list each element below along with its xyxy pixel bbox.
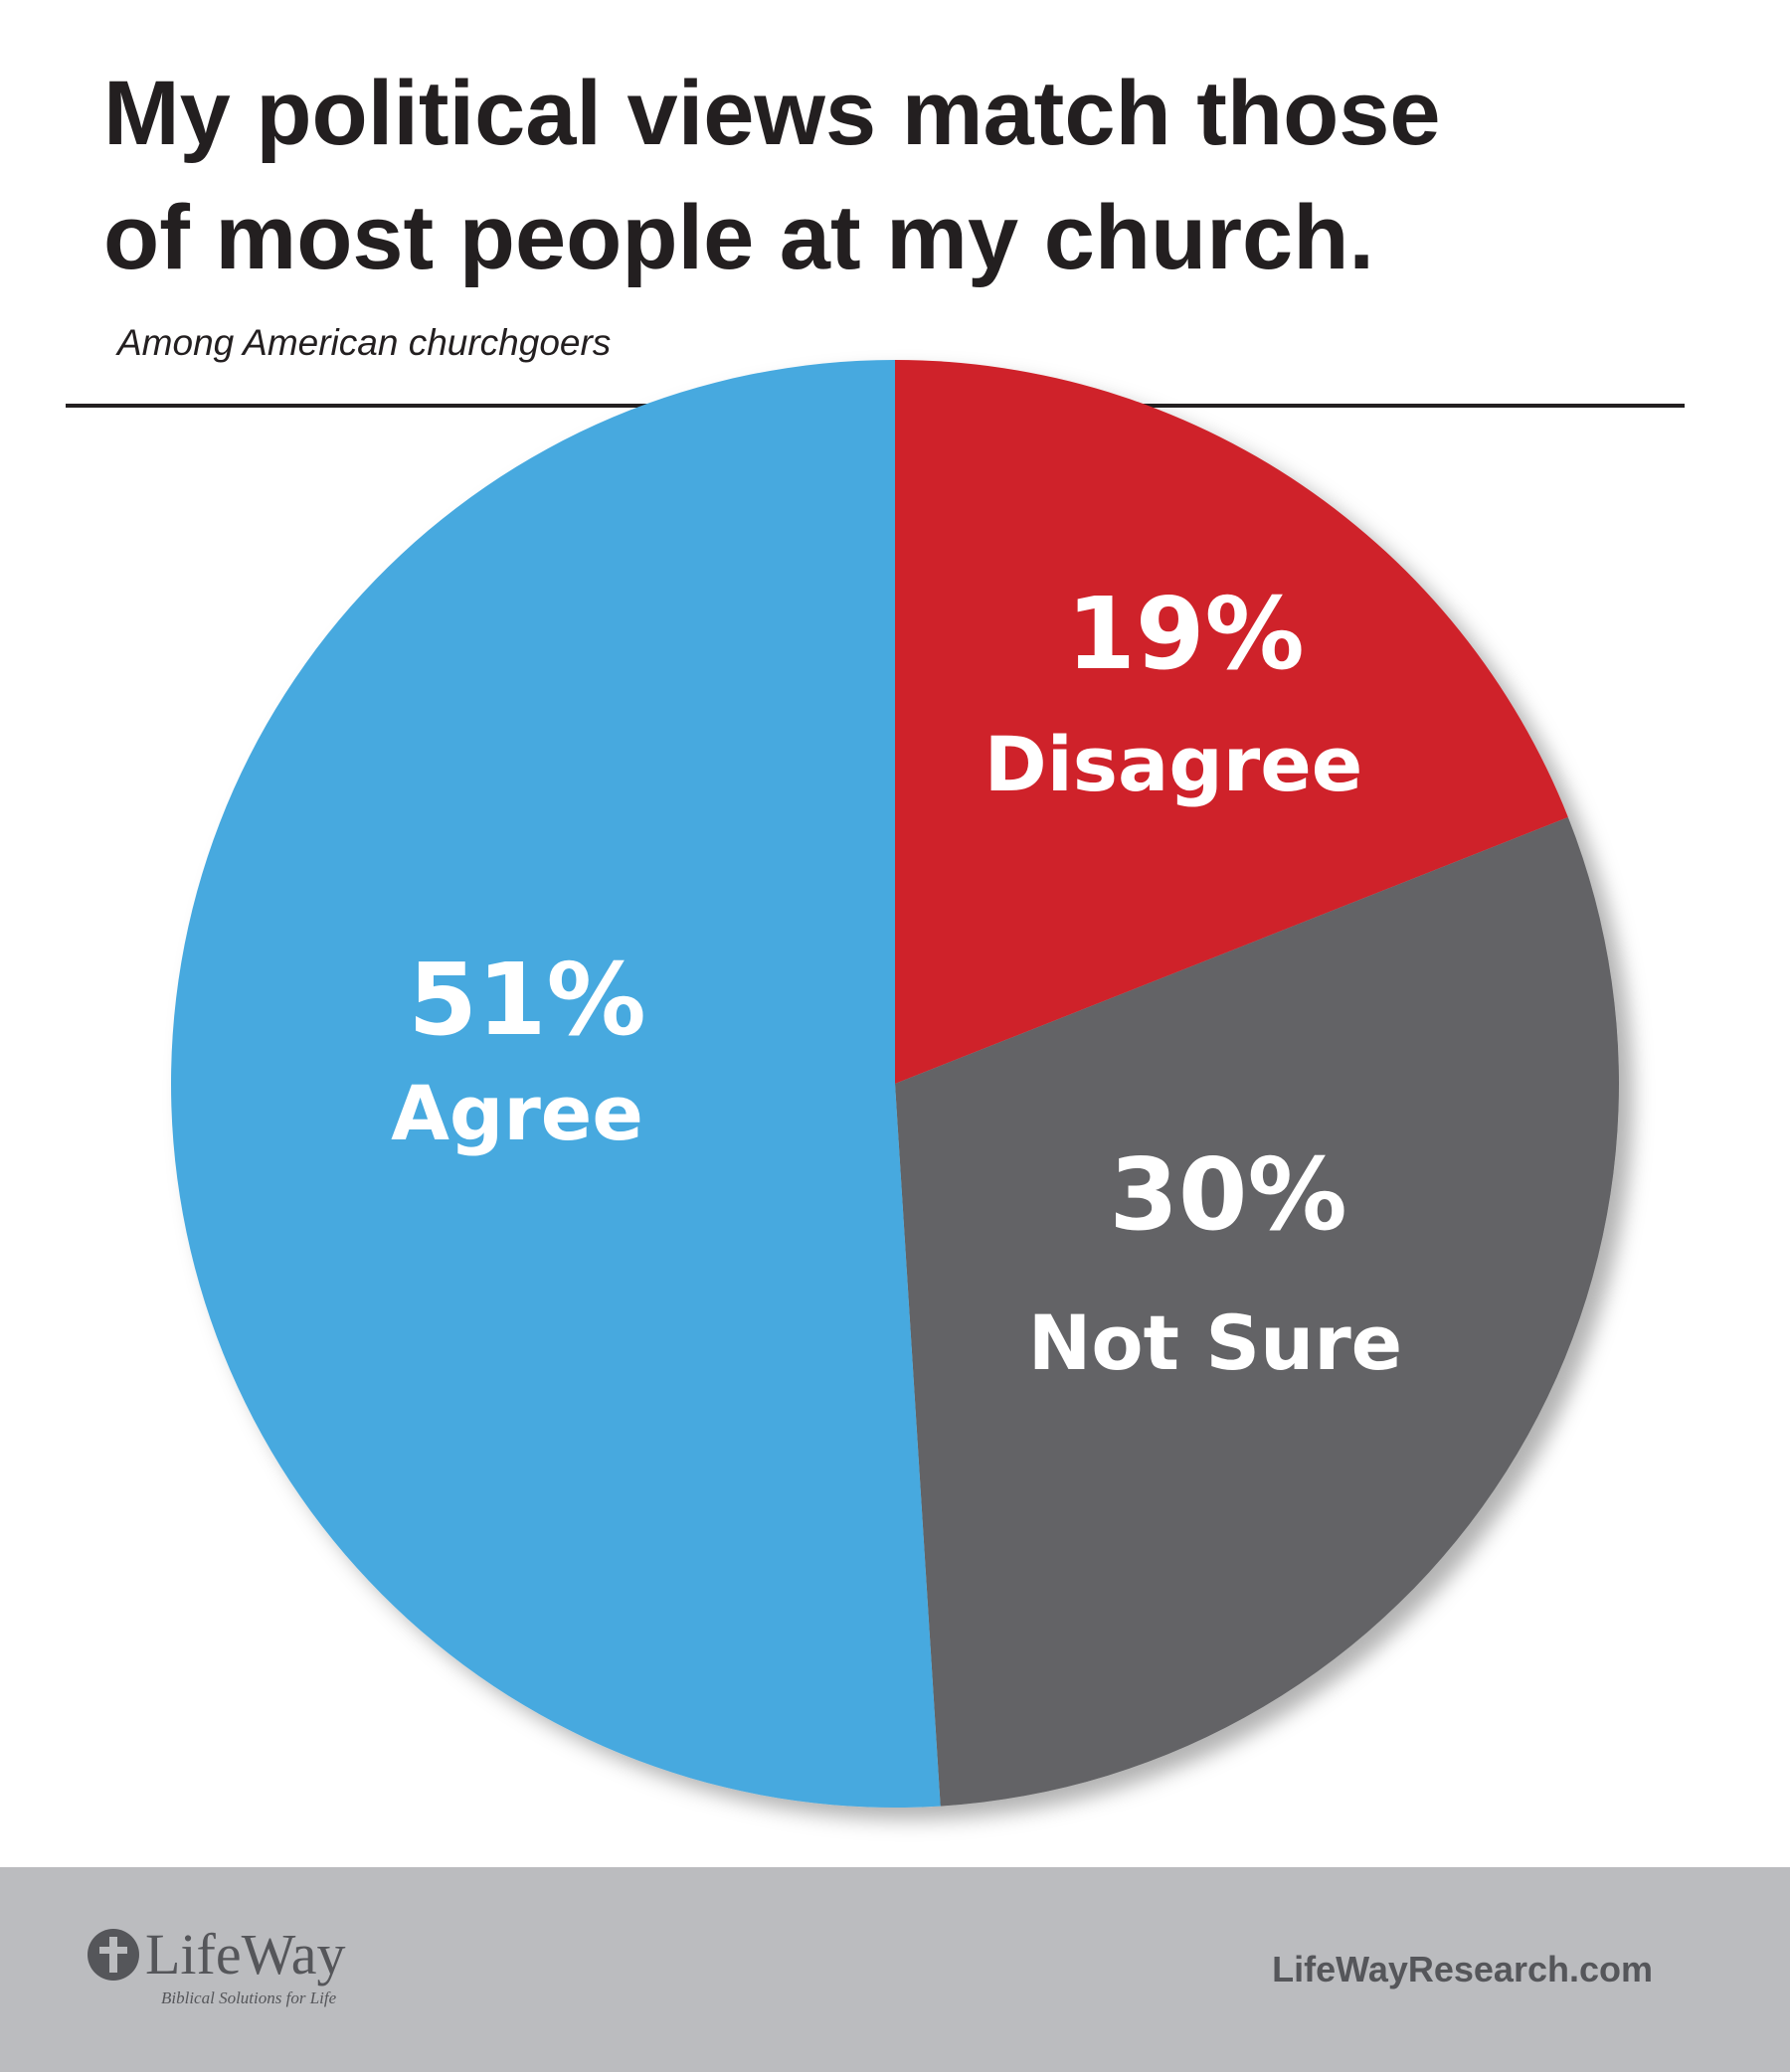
category-label: Disagree (984, 720, 1363, 808)
chart-title: of most people at my church. (103, 187, 1374, 288)
logo-icon (99, 1947, 127, 1954)
chart-title: My political views match those (103, 63, 1441, 164)
category-label: Not Sure (1028, 1298, 1402, 1387)
logo: LifeWay Biblical Solutions for Life (88, 1922, 345, 2007)
logo-text: LifeWay (145, 1922, 345, 1986)
pie-slice (895, 817, 1619, 1807)
logo-tagline: Biblical Solutions for Life (161, 1988, 337, 2007)
pie-slice (171, 360, 941, 1808)
pie-slice (895, 360, 1568, 1084)
labels: 19% Disagree 30% Not Sure 51% Agree (391, 576, 1402, 1387)
category-label: Agree (391, 1069, 643, 1157)
value-label: 51% (408, 942, 645, 1058)
value-label: 19% (1066, 576, 1304, 692)
value-label: 30% (1109, 1136, 1346, 1253)
website: LifeWayResearch.com (1272, 1949, 1653, 1989)
footer (0, 1867, 1790, 2072)
chart-subtitle: Among American churchgoers (115, 322, 611, 363)
logo-icon (109, 1937, 117, 1973)
pie (171, 360, 1619, 1808)
